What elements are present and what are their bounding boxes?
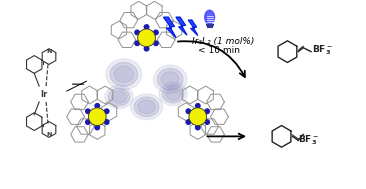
Text: $\mathbf{BF_3^-}$: $\mathbf{BF_3^-}$	[312, 44, 333, 57]
Text: N: N	[46, 132, 52, 137]
Ellipse shape	[110, 63, 138, 86]
Circle shape	[94, 103, 100, 109]
Polygon shape	[176, 17, 187, 35]
Ellipse shape	[205, 10, 214, 24]
Circle shape	[204, 119, 210, 125]
Text: $\mathbf{BF_3^-}$: $\mathbf{BF_3^-}$	[298, 134, 319, 147]
Circle shape	[85, 119, 91, 125]
Ellipse shape	[111, 91, 127, 103]
Circle shape	[189, 108, 207, 125]
Ellipse shape	[165, 88, 181, 100]
Circle shape	[204, 108, 210, 114]
Circle shape	[195, 125, 201, 130]
Circle shape	[94, 125, 100, 130]
Ellipse shape	[157, 68, 183, 90]
Ellipse shape	[108, 88, 130, 106]
Text: < 10 min: < 10 min	[198, 46, 240, 55]
Polygon shape	[164, 17, 176, 38]
Circle shape	[104, 119, 110, 125]
Text: Ir₃L₂ (1 mol%): Ir₃L₂ (1 mol%)	[192, 37, 255, 46]
Circle shape	[186, 108, 191, 114]
Ellipse shape	[138, 100, 155, 114]
Ellipse shape	[105, 85, 133, 108]
Circle shape	[104, 108, 110, 114]
Ellipse shape	[131, 94, 163, 120]
Ellipse shape	[114, 66, 134, 83]
Ellipse shape	[159, 82, 187, 105]
Polygon shape	[188, 20, 198, 36]
Ellipse shape	[154, 65, 187, 93]
Ellipse shape	[106, 59, 142, 90]
Circle shape	[143, 24, 149, 30]
Circle shape	[89, 108, 106, 125]
Circle shape	[186, 119, 191, 125]
Circle shape	[153, 29, 159, 35]
Circle shape	[134, 40, 140, 46]
Ellipse shape	[161, 72, 179, 87]
Circle shape	[143, 46, 149, 52]
Circle shape	[85, 108, 91, 114]
Text: Ir: Ir	[41, 90, 48, 98]
Circle shape	[195, 103, 201, 109]
Text: N: N	[46, 49, 52, 54]
Circle shape	[134, 29, 140, 35]
Ellipse shape	[134, 97, 159, 117]
Circle shape	[138, 29, 156, 47]
Circle shape	[153, 40, 159, 46]
Ellipse shape	[162, 85, 184, 103]
